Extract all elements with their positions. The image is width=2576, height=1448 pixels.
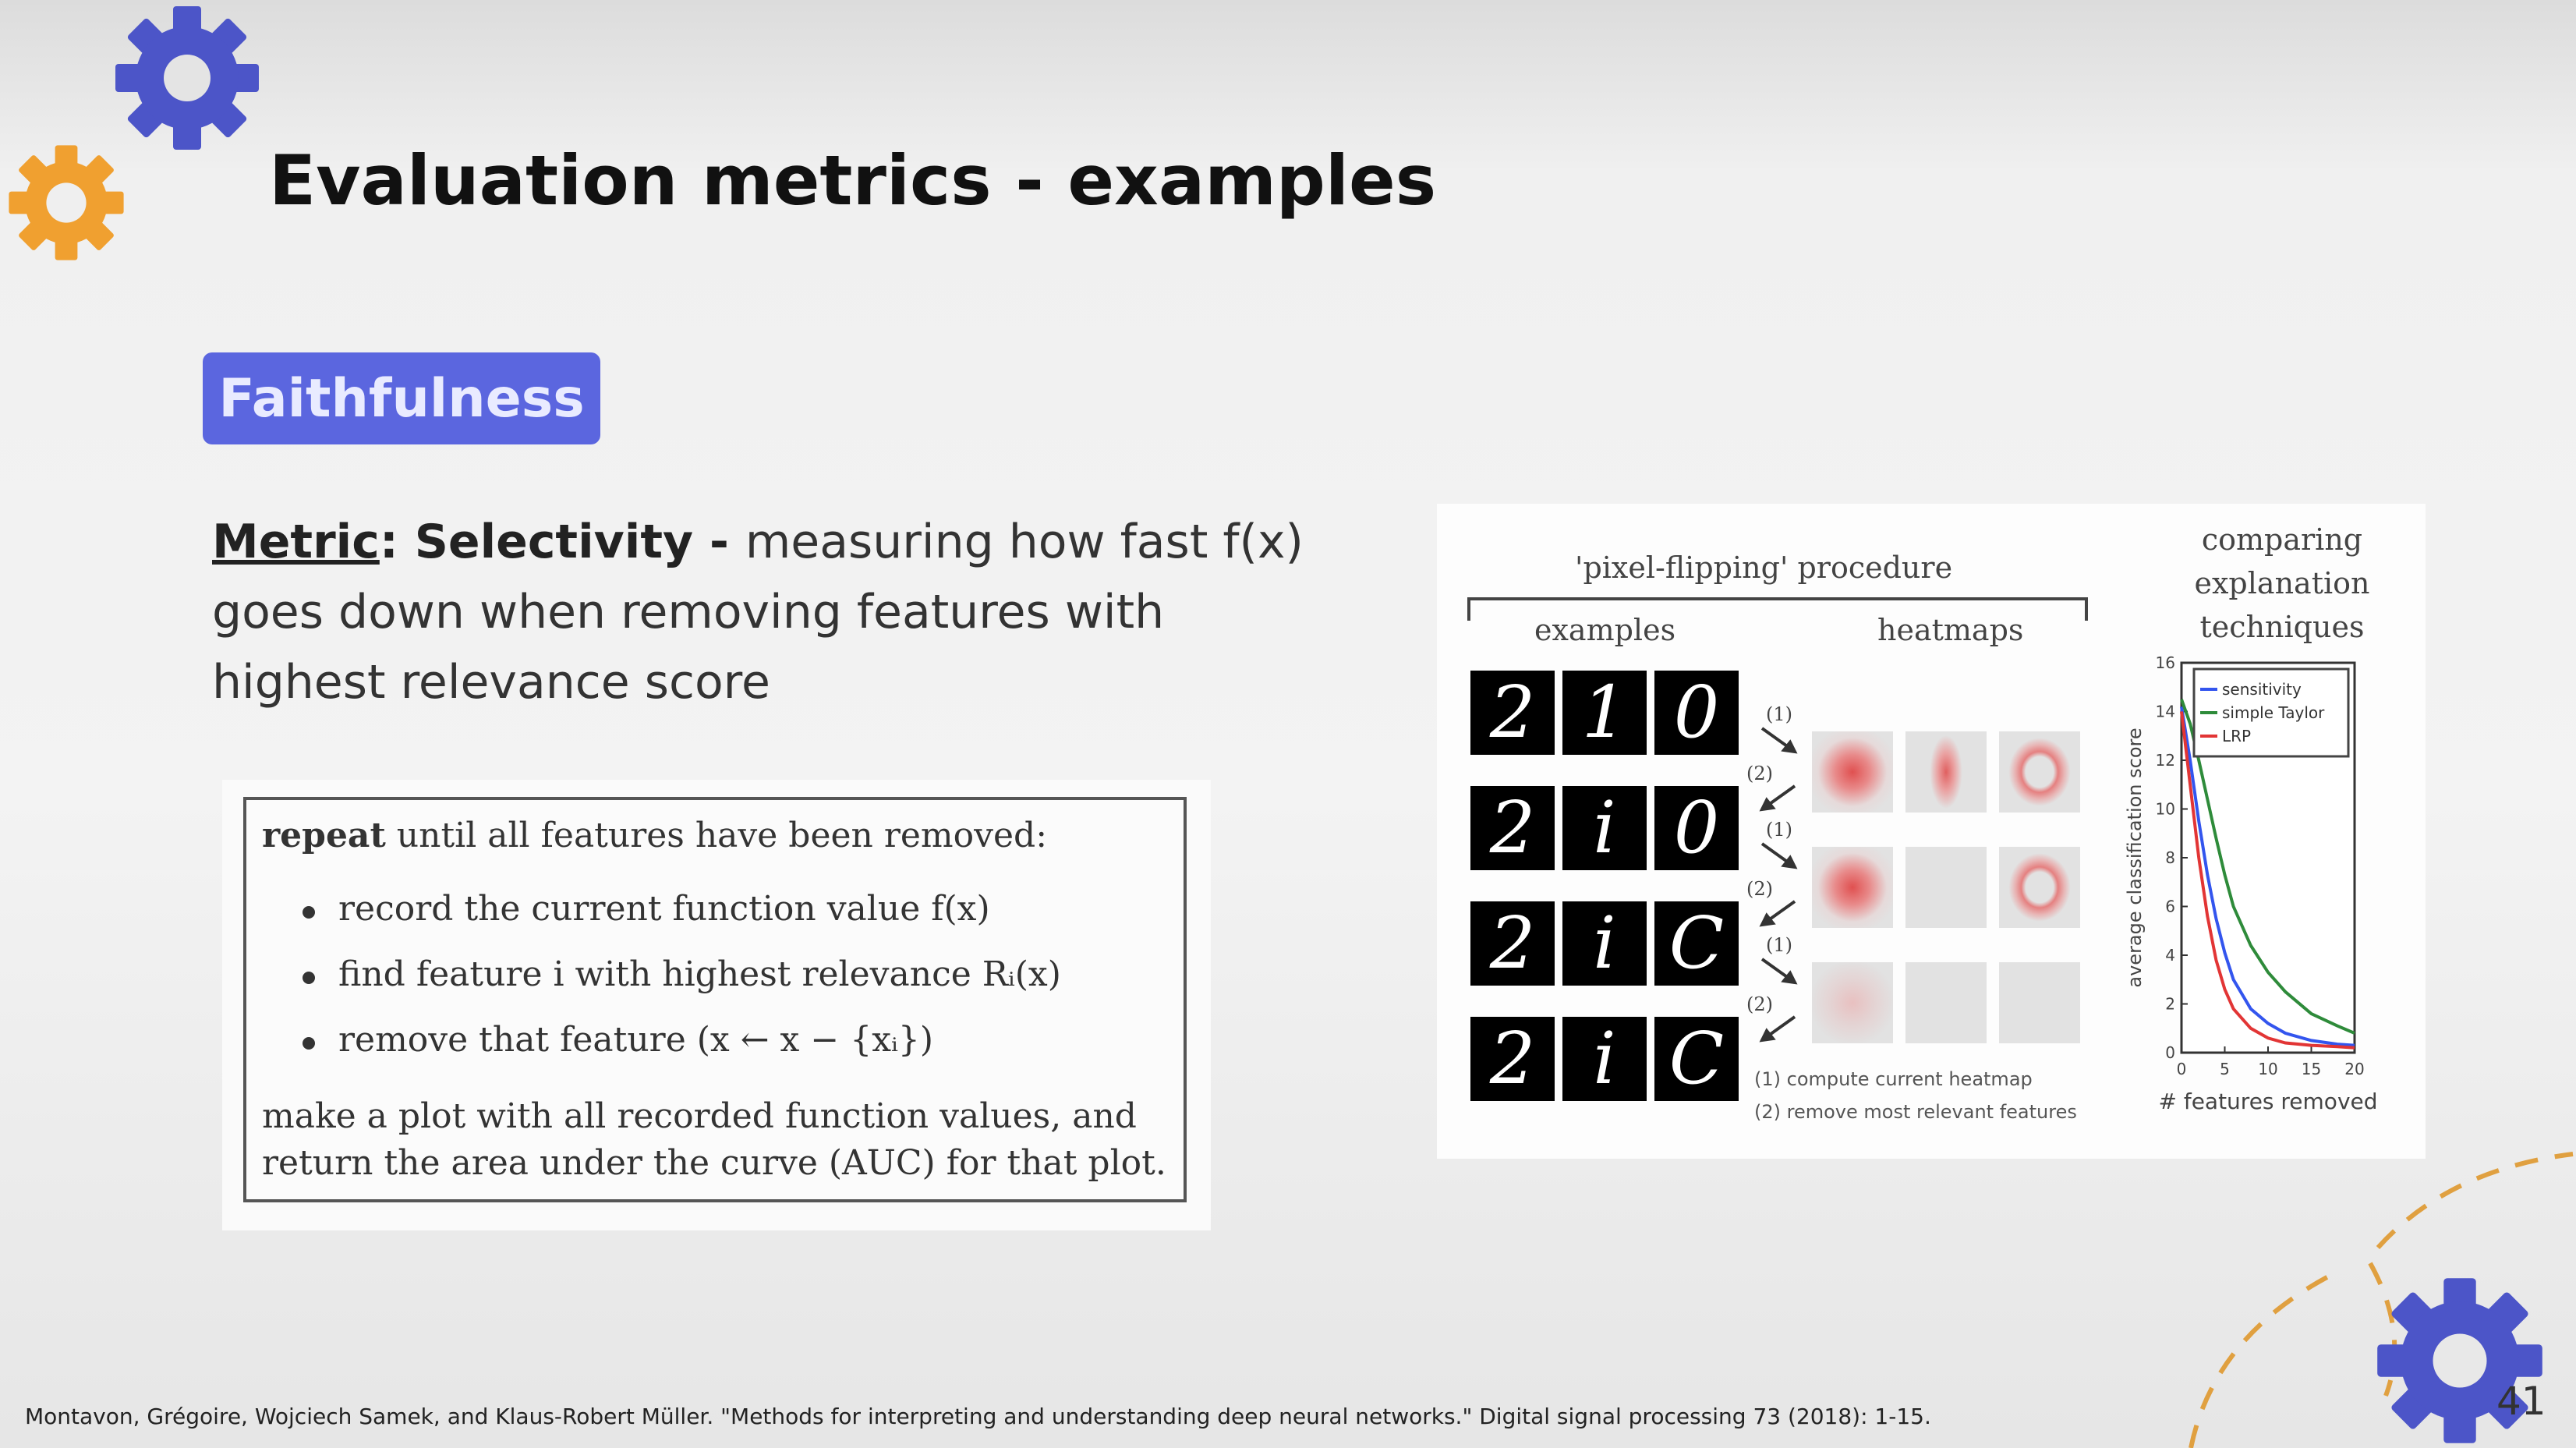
series-line-sensitivity	[2180, 706, 2355, 1047]
series-line-simple-taylor	[2180, 699, 2355, 1035]
heatmap-image	[1812, 731, 1893, 813]
step-label: (2)	[1746, 993, 1773, 1015]
chart-legend	[2192, 667, 2350, 758]
metric-name: Selectivity -	[398, 515, 745, 569]
x-tick-label: 20	[2344, 1060, 2364, 1078]
step-label: (2)	[1746, 763, 1773, 784]
heatmap-image	[1905, 847, 1987, 928]
bullet-dot	[303, 906, 315, 919]
y-tick-label: 12	[2156, 751, 2175, 770]
algorithm-bullet-3: remove that feature (x ← x − {xᵢ})	[338, 1020, 934, 1060]
x-tick-label: 10	[2258, 1060, 2277, 1078]
heatmap-image	[1905, 962, 1987, 1043]
bullet-dot	[303, 972, 315, 984]
y-tick-label: 10	[2156, 800, 2175, 819]
figure-note-2: (2) remove most relevant features	[1754, 1101, 2077, 1123]
gear-icon-corner	[2377, 1278, 2542, 1443]
slide-title: Evaluation metrics - examples	[269, 140, 1437, 221]
y-axis-label: average classification score	[2124, 728, 2146, 987]
algorithm-repeat-text: until all features have been removed:	[385, 816, 1048, 855]
algorithm-bullet-1: record the current function value f(x)	[338, 889, 990, 929]
procedure-bracket	[1467, 597, 2088, 621]
digit-image: 1	[1562, 671, 1647, 755]
gear-icon-orange	[9, 145, 124, 260]
classification-score-chart: 0 2 4 6 8 10 12 14 16 0 5 10 15 20 # features removed a…	[2124, 653, 2378, 1114]
y-tick-label: 0	[2165, 1043, 2175, 1062]
algorithm-bullet-2: find feature i with highest relevance Rᵢ…	[338, 954, 1061, 994]
y-tick-label: 8	[2165, 848, 2175, 867]
faithfulness-badge: Faithfulness	[203, 352, 600, 444]
digit-image: 0	[1654, 671, 1739, 755]
decorative-arcs	[2189, 1152, 2574, 1448]
column-label-examples: examples	[1534, 613, 1676, 647]
citation: Montavon, Grégoire, Wojciech Samek, and …	[25, 1404, 1931, 1429]
algorithm-footer-line-1: make a plot with all recorded function v…	[262, 1096, 1137, 1136]
heatmap-image	[1905, 731, 1987, 813]
comparing-title-line: comparing	[2201, 522, 2363, 557]
algorithm-repeat-line: repeat until all features have been remo…	[262, 816, 1047, 855]
metric-colon: :	[379, 515, 398, 569]
x-axis-label: # features removed	[2158, 1089, 2377, 1114]
digit-image: C	[1654, 901, 1739, 986]
comparing-title: comparing explanation techniques	[2177, 518, 2387, 649]
digit-image: 2	[1470, 1017, 1555, 1101]
heatmap-image	[1812, 962, 1893, 1043]
column-label-heatmaps: heatmaps	[1877, 613, 2024, 647]
series-line-lrp	[2180, 711, 2355, 1050]
step-label: (1)	[1766, 703, 1792, 725]
algorithm-repeat-keyword: repeat	[262, 816, 386, 855]
digit-image: i	[1562, 786, 1647, 870]
comparing-title-line: techniques	[2199, 610, 2365, 644]
legend-label: sensitivity	[2222, 680, 2302, 699]
comparing-title-line: explanation	[2194, 566, 2370, 600]
heatmap-image	[1999, 847, 2080, 928]
heatmap-image	[1999, 962, 2080, 1043]
y-tick-label: 14	[2156, 703, 2175, 721]
digit-image: 2	[1470, 901, 1555, 986]
page-number: 41	[2496, 1379, 2546, 1424]
legend-label: LRP	[2222, 727, 2251, 745]
y-tick-label: 16	[2156, 653, 2175, 672]
y-tick-label: 6	[2165, 897, 2175, 916]
metric-description-block: Metric: Selectivity - measuring how fast…	[212, 507, 1319, 717]
y-tick-label: 2	[2165, 995, 2175, 1014]
y-tick-label: 4	[2165, 946, 2175, 965]
x-tick-label: 0	[2177, 1060, 2187, 1078]
heatmap-image	[1812, 847, 1893, 928]
gear-icon-blue	[115, 6, 259, 150]
metric-term: Metric	[212, 515, 380, 569]
legend-label: simple Taylor	[2222, 703, 2325, 722]
algorithm-box: repeat until all features have been remo…	[243, 797, 1187, 1202]
digit-grid: 2 1 0 2 i 0 2 i C 2 i C	[1470, 671, 1743, 1107]
x-tick-label: 5	[2220, 1060, 2230, 1078]
bullet-dot	[303, 1037, 315, 1050]
algorithm-footer-line-2: return the area under the curve (AUC) fo…	[262, 1143, 1166, 1183]
digit-image: i	[1562, 1017, 1647, 1101]
heatmap-grid	[1812, 731, 2080, 1043]
step-label: (1)	[1766, 934, 1792, 956]
digit-image: 2	[1470, 671, 1555, 755]
metric-description: measuring how fast f(x) goes down when r…	[212, 515, 1304, 710]
digit-image: C	[1654, 1017, 1739, 1101]
step-arrows	[1759, 727, 1798, 1043]
step-label: (2)	[1746, 878, 1773, 900]
digit-image: 2	[1470, 786, 1555, 870]
heatmap-image	[1999, 731, 2080, 813]
digit-image: 0	[1654, 786, 1739, 870]
figure-note-1: (1) compute current heatmap	[1754, 1068, 2033, 1090]
step-label: (1)	[1766, 819, 1792, 841]
procedure-title: 'pixel-flipping' procedure	[1575, 551, 1953, 585]
digit-image: i	[1562, 901, 1647, 986]
x-tick-label: 15	[2302, 1060, 2321, 1078]
